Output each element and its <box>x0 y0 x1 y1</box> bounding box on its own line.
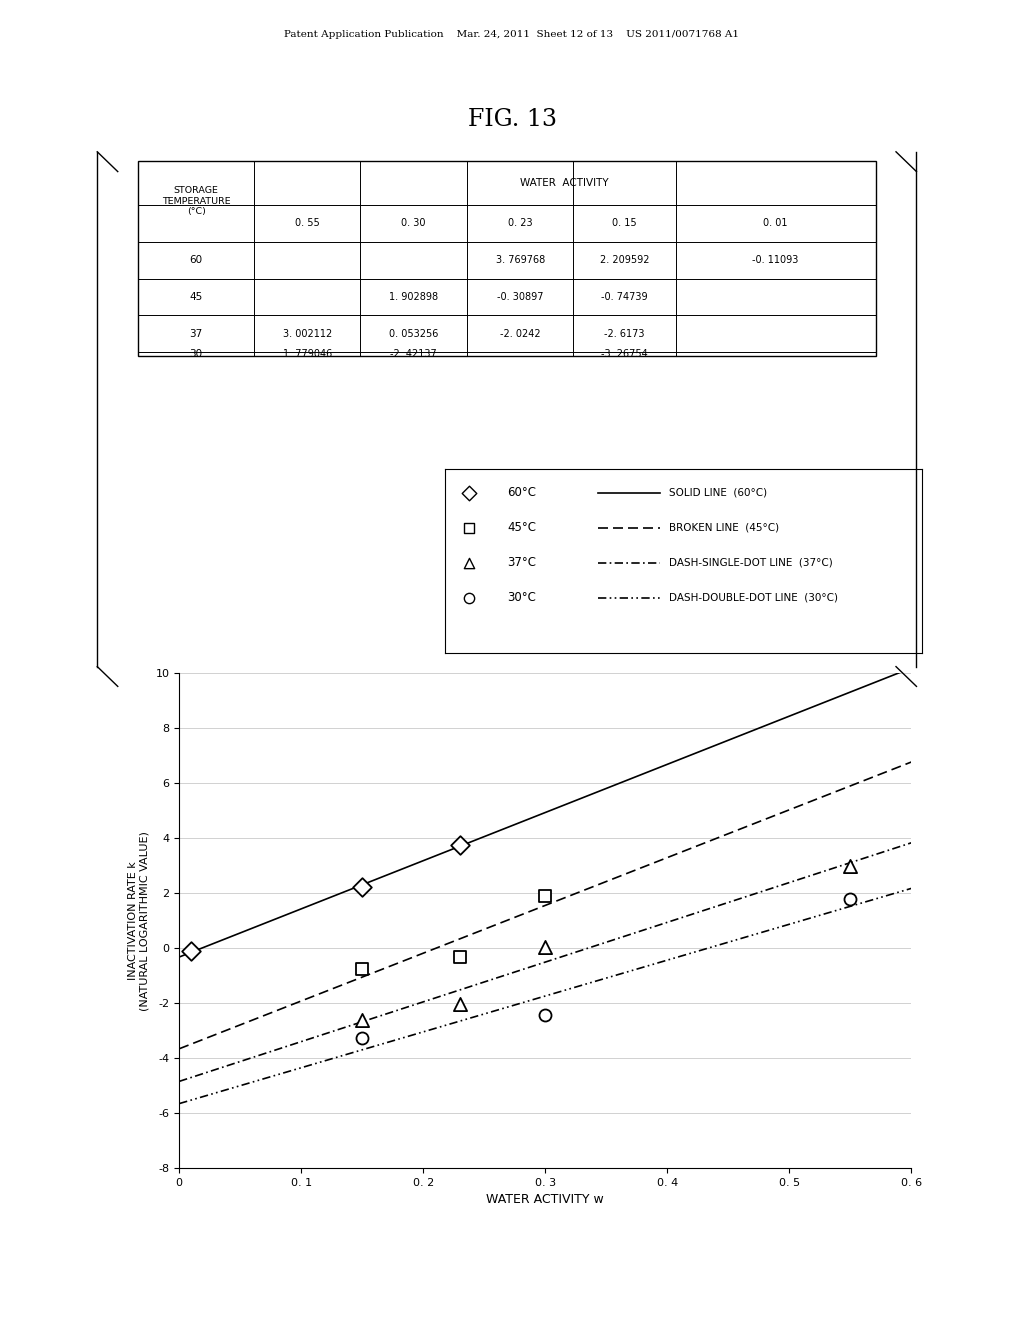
Text: 0. 15: 0. 15 <box>612 218 637 228</box>
Text: Patent Application Publication    Mar. 24, 2011  Sheet 12 of 13    US 2011/00717: Patent Application Publication Mar. 24, … <box>285 30 739 40</box>
Point <box>537 886 553 907</box>
Text: -3. 26754: -3. 26754 <box>601 350 648 359</box>
Text: 60: 60 <box>189 255 203 265</box>
Point <box>452 946 468 968</box>
Text: 0. 053256: 0. 053256 <box>389 329 438 339</box>
Point <box>461 552 477 573</box>
Text: SOLID LINE  (60°C): SOLID LINE (60°C) <box>670 487 767 498</box>
Text: 30: 30 <box>189 350 203 359</box>
Text: -0. 11093: -0. 11093 <box>753 255 799 265</box>
Text: DASH-SINGLE-DOT LINE  (37°C): DASH-SINGLE-DOT LINE (37°C) <box>670 558 833 568</box>
Text: 0. 23: 0. 23 <box>508 218 532 228</box>
Text: 30°C: 30°C <box>507 591 537 605</box>
Text: STORAGE
TEMPERATURE
(°C): STORAGE TEMPERATURE (°C) <box>162 186 230 216</box>
Text: 60°C: 60°C <box>507 486 537 499</box>
Text: 45°C: 45°C <box>507 521 537 535</box>
X-axis label: WATER ACTIVITY w: WATER ACTIVITY w <box>486 1193 604 1206</box>
Text: -2. 6173: -2. 6173 <box>604 329 645 339</box>
Text: DASH-DOUBLE-DOT LINE  (30°C): DASH-DOUBLE-DOT LINE (30°C) <box>670 593 839 603</box>
Point <box>354 1010 371 1031</box>
Text: 0. 30: 0. 30 <box>401 218 426 228</box>
Point <box>461 587 477 609</box>
Y-axis label: INACTIVATION RATE k
(NATURAL LOGARITHMIC VALUE): INACTIVATION RATE k (NATURAL LOGARITHMIC… <box>128 830 150 1011</box>
Text: -0. 74739: -0. 74739 <box>601 292 648 302</box>
Text: -0. 30897: -0. 30897 <box>497 292 544 302</box>
Point <box>461 482 477 503</box>
Point <box>183 941 200 962</box>
Text: BROKEN LINE  (45°C): BROKEN LINE (45°C) <box>670 523 779 533</box>
Text: 2. 209592: 2. 209592 <box>600 255 649 265</box>
Text: 3. 769768: 3. 769768 <box>496 255 545 265</box>
Point <box>461 517 477 539</box>
Text: 1. 779046: 1. 779046 <box>283 350 332 359</box>
Text: -2. 42137: -2. 42137 <box>390 350 437 359</box>
Text: 37: 37 <box>189 329 203 339</box>
Text: WATER  ACTIVITY: WATER ACTIVITY <box>520 178 609 187</box>
Text: FIG. 13: FIG. 13 <box>468 108 556 131</box>
Point <box>452 994 468 1015</box>
Text: 1. 902898: 1. 902898 <box>389 292 438 302</box>
Text: 0. 01: 0. 01 <box>764 218 787 228</box>
Point <box>354 958 371 979</box>
Point <box>537 936 553 957</box>
Text: -2. 0242: -2. 0242 <box>500 329 541 339</box>
Point <box>452 834 468 855</box>
Point <box>537 1005 553 1026</box>
Point <box>354 876 371 898</box>
Text: 0. 55: 0. 55 <box>295 218 319 228</box>
Point <box>354 1027 371 1048</box>
Text: 45: 45 <box>189 292 203 302</box>
Text: 3. 002112: 3. 002112 <box>283 329 332 339</box>
Point <box>842 888 858 909</box>
Point <box>842 855 858 876</box>
Text: 37°C: 37°C <box>507 556 537 569</box>
